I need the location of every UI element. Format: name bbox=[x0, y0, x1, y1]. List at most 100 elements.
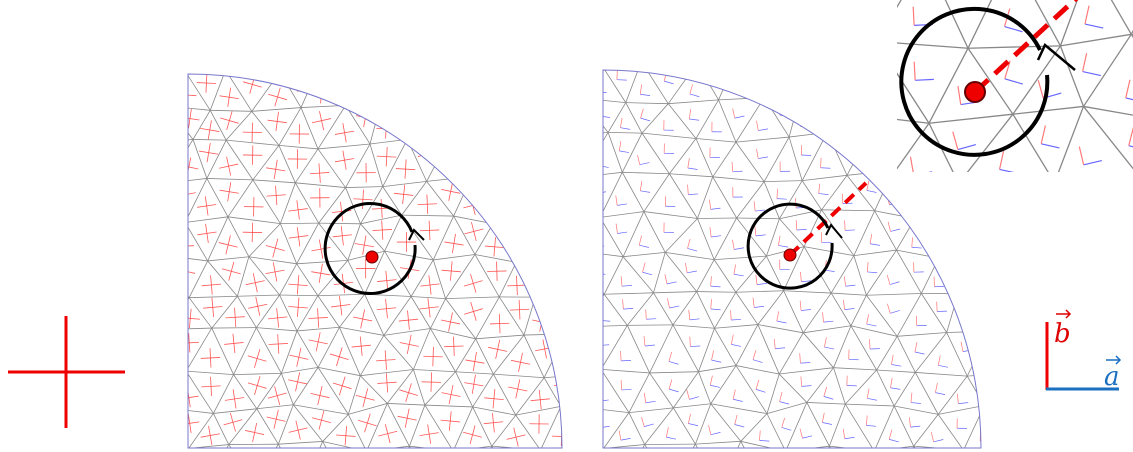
cross-field bbox=[566, 144, 567, 163]
mesh-edge bbox=[500, 0, 523, 32]
b-field bbox=[752, 43, 753, 53]
cross-field bbox=[232, 6, 235, 25]
cross-field bbox=[380, 198, 383, 219]
mesh-edge bbox=[821, 209, 875, 212]
mesh-edge bbox=[227, 179, 254, 218]
a-field bbox=[689, 93, 700, 98]
a-field bbox=[864, 164, 875, 167]
mesh-edge bbox=[227, 216, 281, 224]
cross-field bbox=[188, 387, 191, 408]
mesh-edge bbox=[255, 327, 282, 374]
mesh-edge bbox=[531, 408, 552, 452]
mesh-edge bbox=[454, 74, 475, 106]
b-field bbox=[620, 117, 623, 128]
mesh-edge bbox=[566, 0, 582, 27]
cross-field bbox=[439, 165, 459, 168]
mesh-edge bbox=[1033, 180, 1081, 181]
cross-field bbox=[532, 319, 552, 325]
mesh-edge bbox=[712, 176, 737, 219]
mesh-edge bbox=[1079, 250, 1117, 259]
cross-field bbox=[673, 338, 674, 357]
mesh-edge bbox=[1097, 217, 1133, 220]
a-field bbox=[801, 385, 812, 387]
cross-field bbox=[644, 0, 648, 11]
a-field bbox=[1006, 166, 1016, 167]
cross-field bbox=[530, 116, 550, 123]
mesh-edge bbox=[821, 175, 848, 211]
mesh-edge bbox=[649, 371, 699, 374]
mesh-edge bbox=[710, 403, 742, 442]
a-field bbox=[844, 308, 855, 310]
a-field bbox=[820, 87, 830, 91]
cross-field bbox=[553, 128, 562, 131]
cross-field bbox=[668, 414, 673, 433]
mesh-edge bbox=[1003, 297, 1035, 337]
mesh-edge bbox=[928, 47, 969, 124]
mesh-edge bbox=[209, 74, 226, 111]
mesh-edge bbox=[348, 403, 388, 415]
b-field bbox=[756, 148, 759, 159]
mesh-edge bbox=[788, 95, 801, 138]
b-field bbox=[930, 432, 934, 442]
cross-field bbox=[434, 0, 437, 9]
mesh-edge bbox=[671, 224, 690, 264]
b-field bbox=[552, 108, 553, 118]
mesh-edge bbox=[666, 292, 720, 294]
a-field bbox=[935, 133, 946, 135]
b-field bbox=[829, 55, 834, 73]
cross-field bbox=[143, 333, 145, 352]
mesh-edge bbox=[257, 26, 300, 28]
mesh-edge bbox=[559, 98, 581, 136]
mesh-edge bbox=[564, 25, 576, 60]
mesh-edge bbox=[386, 369, 414, 404]
a-field bbox=[928, 171, 933, 172]
mesh-edge bbox=[542, 27, 567, 61]
mesh-edge bbox=[668, 99, 719, 105]
a-field bbox=[801, 49, 811, 52]
mesh-edge bbox=[1025, 18, 1052, 57]
cross-field bbox=[140, 413, 143, 432]
a-field bbox=[753, 51, 763, 52]
mesh-edge bbox=[424, 110, 449, 142]
b-field bbox=[932, 195, 935, 206]
mesh-edge bbox=[560, 406, 562, 413]
mesh-edge bbox=[278, 441, 323, 445]
mesh-edge bbox=[296, 259, 348, 265]
b-field bbox=[979, 222, 981, 233]
mesh-edge bbox=[866, 249, 897, 296]
b-field bbox=[799, 353, 801, 364]
mesh-edge bbox=[670, 0, 698, 23]
b-field bbox=[752, 297, 755, 308]
a-field bbox=[664, 80, 674, 85]
b-field bbox=[1026, 147, 1029, 157]
mesh-edge bbox=[236, 256, 250, 297]
mesh-edge bbox=[162, 0, 188, 34]
cross-field bbox=[661, 397, 680, 401]
cross-field bbox=[132, 266, 151, 267]
mesh-edge bbox=[992, 248, 1033, 255]
a-field bbox=[984, 365, 994, 366]
mesh-edge bbox=[380, 102, 426, 111]
b-field bbox=[887, 119, 889, 130]
a-field bbox=[553, 346, 563, 347]
mesh-edge bbox=[603, 132, 609, 138]
b-field bbox=[960, 341, 964, 352]
a-field bbox=[1094, 350, 1104, 351]
cross-field bbox=[484, 164, 504, 170]
b-field bbox=[687, 158, 690, 169]
mesh-edge bbox=[763, 136, 790, 182]
mesh-edge bbox=[145, 368, 167, 408]
mesh-edge bbox=[1127, 327, 1133, 328]
mesh-edge bbox=[714, 324, 758, 329]
b-field bbox=[574, 199, 575, 209]
cross-field bbox=[232, 333, 236, 354]
b-field bbox=[1051, 184, 1052, 194]
b-field bbox=[863, 106, 866, 117]
mesh-edge bbox=[875, 70, 896, 99]
mesh-edge bbox=[187, 0, 207, 26]
mesh-edge bbox=[210, 109, 252, 112]
mesh-edge bbox=[207, 0, 236, 26]
b-field bbox=[709, 199, 712, 210]
mesh-edge bbox=[278, 107, 302, 146]
mesh-edge bbox=[913, 445, 964, 448]
